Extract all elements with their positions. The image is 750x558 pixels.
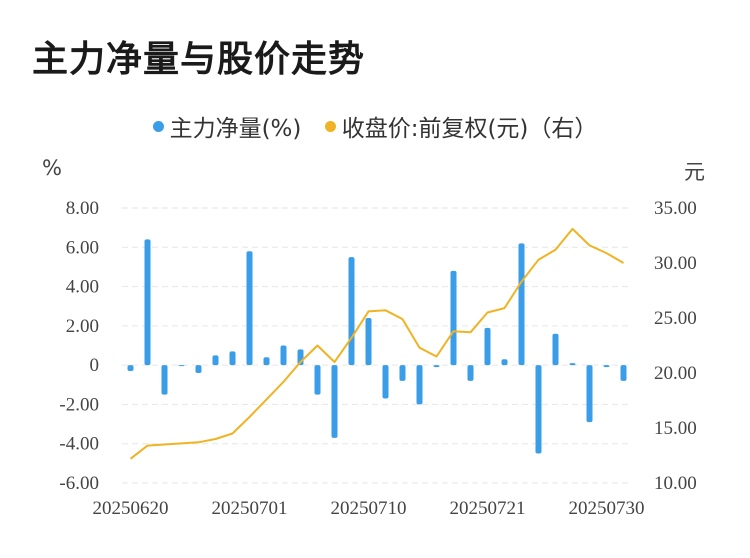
bar — [501, 359, 508, 366]
left-axis-unit: % — [42, 156, 62, 180]
x-tick-label: 20250730 — [569, 498, 645, 519]
bar — [620, 365, 627, 381]
left-tick-label: -4.00 — [59, 434, 99, 455]
x-tick-label: 20250721 — [450, 498, 526, 519]
bar — [467, 365, 474, 381]
left-tick-label: -2.00 — [59, 394, 99, 415]
bar — [382, 365, 389, 399]
bar — [331, 365, 338, 438]
bar — [263, 357, 270, 366]
bar — [365, 318, 372, 366]
legend-label-net-flow: 主力净量(%) — [169, 116, 302, 142]
left-tick-label: 2.00 — [66, 316, 99, 337]
x-tick-label: 20250701 — [212, 498, 288, 519]
x-tick-label: 20250710 — [331, 498, 407, 519]
bar — [161, 365, 168, 395]
legend-label-close-price: 收盘价:前复权(元)（右） — [341, 116, 598, 142]
bar — [144, 239, 151, 366]
legend-item-close-price[interactable]: 收盘价:前复权(元)（右） — [324, 109, 598, 143]
left-tick-label: 8.00 — [66, 198, 99, 219]
right-tick-label: 15.00 — [654, 418, 697, 439]
bar — [484, 327, 491, 366]
bar — [535, 365, 542, 454]
left-tick-label: 4.00 — [66, 277, 99, 298]
bar — [314, 365, 321, 395]
right-axis-unit: 元 — [684, 160, 705, 184]
right-tick-label: 20.00 — [654, 363, 697, 384]
bar — [399, 365, 406, 381]
bar — [450, 270, 457, 366]
left-tick-label: 0 — [90, 355, 100, 376]
legend: 主力净量(%) 收盘价:前复权(元)（右） — [0, 109, 750, 143]
right-tick-label: 30.00 — [654, 253, 697, 274]
bar — [280, 345, 287, 366]
chart-title: 主力净量与股价走势 — [32, 39, 366, 80]
bar — [212, 355, 219, 366]
bar — [586, 365, 593, 423]
bar — [569, 363, 576, 366]
bar — [552, 333, 559, 366]
bar — [127, 365, 134, 372]
legend-bar-marker — [152, 120, 164, 132]
legend-item-net-flow[interactable]: 主力净量(%) — [152, 109, 302, 143]
left-tick-label: -6.00 — [59, 473, 99, 494]
bar — [603, 365, 610, 368]
bar — [433, 365, 440, 368]
bar — [246, 251, 253, 366]
legend-line-marker — [324, 120, 336, 132]
right-tick-label: 10.00 — [654, 473, 697, 494]
price-line — [129, 227, 625, 460]
bar — [195, 365, 202, 373]
right-tick-label: 25.00 — [654, 308, 697, 329]
bar — [518, 243, 525, 366]
bar — [229, 351, 236, 366]
x-tick-label: 20250620 — [93, 498, 169, 519]
bar — [348, 257, 355, 366]
left-tick-label: 6.00 — [66, 237, 99, 258]
right-tick-label: 35.00 — [654, 198, 697, 219]
bar — [416, 365, 423, 405]
bar — [178, 365, 185, 367]
